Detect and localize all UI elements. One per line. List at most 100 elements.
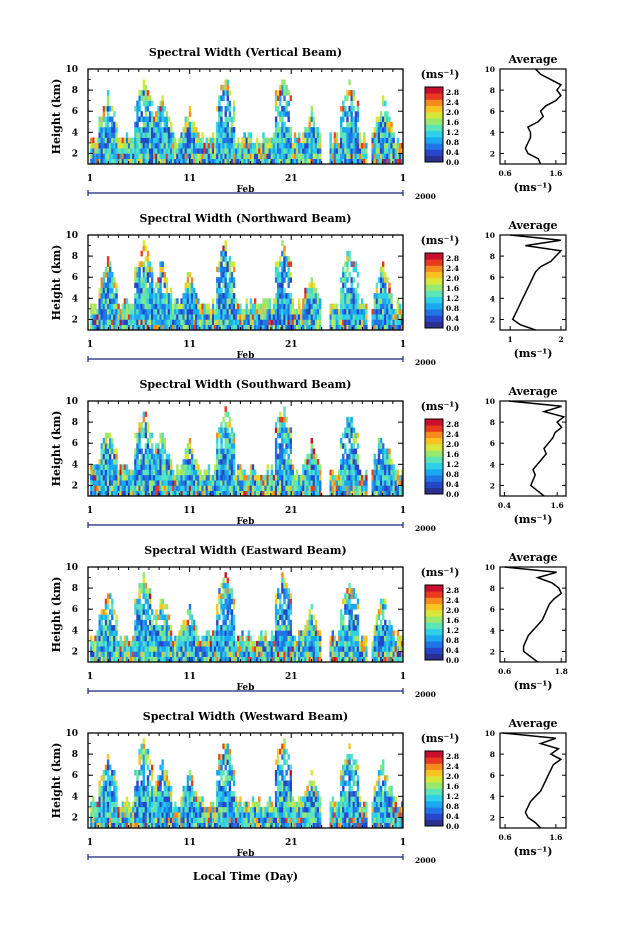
heatmap-cell [148, 293, 152, 299]
heatmap-cell [222, 142, 225, 149]
heatmap-cell [146, 614, 150, 621]
heatmap-cell [228, 598, 232, 605]
heatmap-cell [342, 490, 345, 497]
colorbar-unit: (ms⁻¹) [421, 68, 460, 81]
heatmap-cell [180, 464, 183, 470]
heatmap-cell [230, 459, 234, 465]
heatmap-cell [356, 603, 360, 610]
heatmap-cell [253, 298, 257, 304]
heatmap-cell [167, 298, 171, 304]
heatmap-cell [172, 469, 175, 476]
heatmap-cell [184, 308, 187, 315]
heatmap-cell [245, 324, 248, 331]
heatmap-cell [109, 308, 112, 315]
heatmap-cell [115, 651, 118, 658]
heatmap-cell [247, 142, 250, 149]
heatmap-cell [251, 324, 255, 331]
heatmap-cell [134, 298, 137, 304]
heatmap-cell [289, 148, 292, 154]
heatmap-cell [386, 277, 389, 283]
heatmap-cell [159, 614, 162, 621]
heatmap-cell [220, 132, 223, 138]
heatmap-cell [373, 635, 376, 642]
heatmap-cell [310, 282, 313, 289]
heatmap-cell [232, 282, 236, 289]
heatmap-cell [392, 474, 395, 481]
heatmap-cell [363, 137, 366, 144]
heatmap-cell [104, 324, 108, 331]
heatmap-cell [117, 474, 120, 481]
heatmap-cell [396, 314, 400, 320]
heatmap-cell [279, 256, 282, 262]
heatmap-cell [182, 293, 185, 299]
heatmap-cell [377, 474, 381, 481]
heatmap-cell [266, 464, 269, 470]
heatmap-cell [232, 625, 236, 631]
heatmap-cell [394, 308, 397, 315]
heatmap-cell [113, 148, 116, 154]
heatmap-cell [363, 640, 366, 647]
heatmap-cell [277, 614, 280, 621]
heatmap-cell [209, 142, 213, 149]
heatmap-cell [354, 469, 358, 476]
heatmap-cell [285, 485, 288, 492]
heatmap-cell [224, 256, 227, 262]
heatmap-cell [102, 132, 106, 138]
heatmap-cell [146, 324, 150, 331]
heatmap-cell [161, 324, 164, 331]
heatmap-cell [344, 319, 347, 326]
heatmap-cell [155, 303, 158, 310]
heatmap-cell [396, 137, 400, 144]
heatmap-cell [163, 132, 166, 138]
heatmap-cell [216, 282, 219, 289]
heatmap-cell [142, 646, 145, 652]
heatmap-cell [237, 153, 240, 160]
heatmap-cell [157, 293, 160, 299]
heatmap-cell [226, 319, 229, 326]
heatmap-cell [157, 625, 160, 631]
heatmap-cell [113, 282, 116, 289]
heatmap-cell [195, 640, 198, 647]
heatmap-cell [146, 256, 150, 262]
heatmap-cell [379, 485, 383, 492]
heatmap-cell [384, 314, 387, 320]
heatmap-cell [352, 490, 355, 497]
heatmap-cell [354, 303, 358, 310]
heatmap-cell [220, 474, 223, 481]
plot-frame [87, 234, 404, 331]
heatmap-cell [352, 464, 355, 470]
heatmap-cell [130, 148, 133, 154]
heatmap-cell [291, 324, 295, 331]
heatmap-cell [140, 90, 143, 96]
heatmap-cell [375, 153, 379, 160]
heatmap-cell [218, 303, 221, 310]
heatmap-cell [350, 480, 353, 486]
heatmap-cell [161, 453, 164, 460]
profile-frame [499, 234, 567, 331]
heatmap-cell [287, 437, 290, 444]
heatmap-cell [230, 625, 234, 631]
heatmap-cell [379, 640, 383, 647]
heatmap-cell [348, 448, 351, 455]
heatmap-cell [277, 609, 280, 615]
heatmap-cell [130, 656, 133, 663]
heatmap-cell [289, 448, 292, 455]
heatmap-cell [384, 298, 387, 304]
heatmap-cell [136, 132, 139, 138]
heatmap-cell [102, 625, 106, 631]
heatmap-cell [193, 308, 196, 315]
heatmap-cell [384, 651, 387, 658]
heatmap-cell [94, 640, 97, 647]
heatmap-cell [373, 459, 376, 465]
heatmap-cell [224, 640, 227, 647]
heatmap-cell [283, 437, 286, 444]
heatmap-cell [373, 453, 376, 460]
heatmap-cell [382, 635, 385, 642]
heatmap-cell [310, 148, 313, 154]
heatmap-cell [203, 490, 206, 497]
heatmap-cell [390, 308, 393, 315]
heatmap-cell [209, 651, 213, 658]
heatmap-cell [251, 651, 255, 658]
heatmap-cell [287, 630, 290, 636]
heatmap-cell [214, 485, 217, 492]
